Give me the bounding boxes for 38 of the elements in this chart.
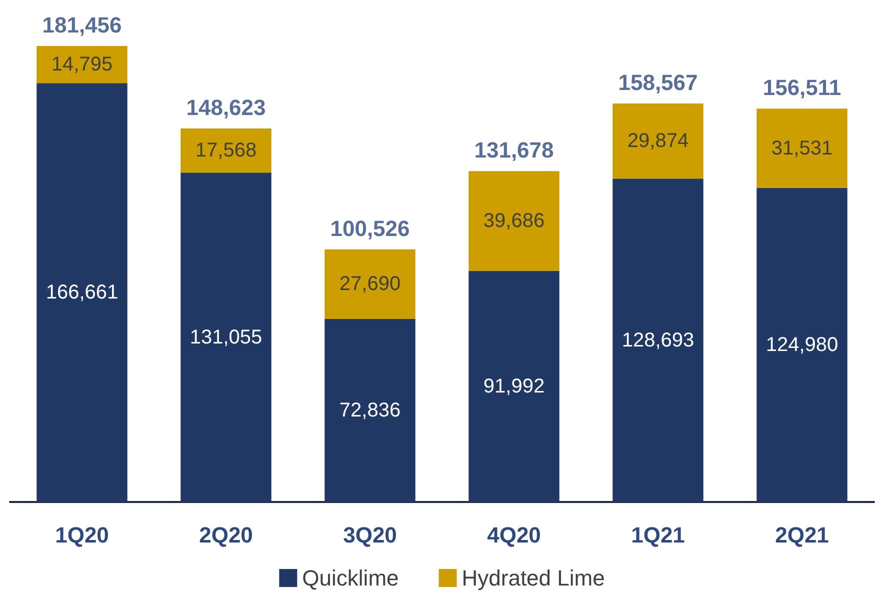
x-tick-label: 4Q20 [487,522,541,548]
total-label: 158,567 [618,70,698,96]
bar [756,108,848,188]
bar [756,188,848,502]
legend-label: Hydrated Lime [462,566,605,590]
data-label: 166,661 [46,282,118,304]
data-label: 91,992 [483,375,545,398]
x-tick-label: 2Q21 [775,522,829,548]
data-label: 14,795 [51,54,113,76]
bar [180,128,272,173]
x-tick-label: 2Q20 [199,522,253,548]
total-label: 156,511 [762,75,842,100]
total-label: 100,526 [330,216,410,241]
data-label: 72,836 [339,399,401,422]
data-label: 17,568 [195,140,257,162]
bar [324,249,416,319]
data-label: 128,693 [622,329,694,352]
bar [612,104,704,179]
total-label: 148,623 [186,95,266,120]
x-tick-label: 3Q20 [343,522,397,548]
x-tick-label: 1Q20 [55,522,109,548]
data-label: 31,531 [771,137,833,160]
bar [324,318,416,502]
bar [36,46,128,84]
data-label: 39,686 [483,210,545,232]
bar [180,172,272,502]
data-label: 124,980 [766,334,838,356]
bar [36,83,128,502]
data-label: 29,874 [627,130,689,152]
bar [468,171,560,271]
bar [612,178,704,502]
data-label: 131,055 [190,326,262,348]
bar [468,270,560,502]
total-label: 131,678 [474,138,554,163]
legend-label: Quicklime [302,566,399,590]
total-label: 181,456 [42,12,122,38]
data-label: 27,690 [339,273,401,296]
x-tick-label: 1Q21 [631,522,685,548]
